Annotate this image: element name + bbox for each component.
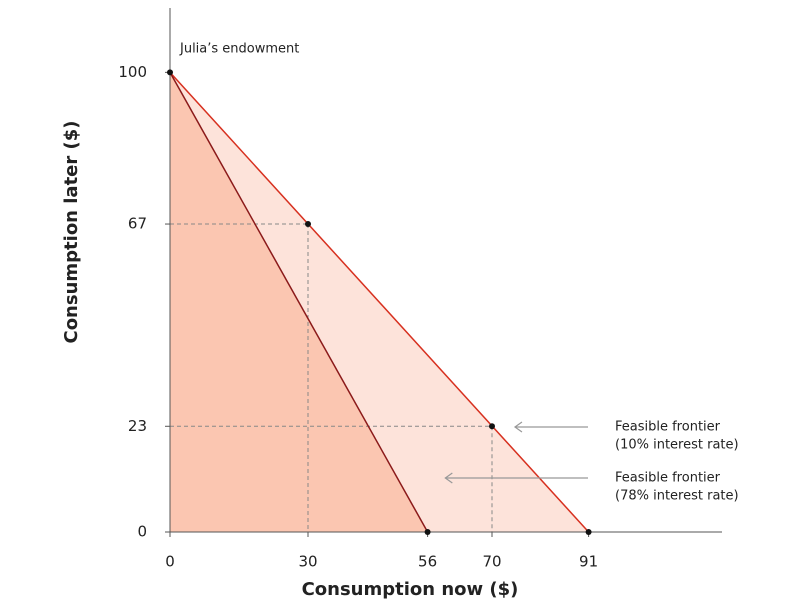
point [424,529,431,535]
arrow-head [444,472,453,484]
x-tick-label: 70 [482,553,501,571]
point [489,423,495,430]
point [585,529,592,535]
point [305,221,311,228]
legend-label: Feasible frontier [615,420,721,435]
x-tick-label: 91 [579,553,598,571]
arrow-head [513,421,523,433]
y-tick-label: 67 [128,215,147,233]
legend-note: (10% interest rate) [615,438,739,453]
legend-label: Feasible frontier [615,471,721,486]
x-tick-label: 0 [165,553,175,571]
x-tick-label: 56 [418,553,437,571]
x-axis-label: Consumption now ($) [302,579,519,600]
frontier-line [169,71,590,533]
y-tick-label: 0 [137,523,147,541]
y-axis-label: Consumption later ($) [61,120,82,343]
point [167,69,173,76]
annotation: Julia’s endowment [179,42,299,57]
x-tick-label: 30 [298,553,317,571]
frontier-line [169,71,429,533]
legend-note: (78% interest rate) [615,489,739,504]
y-tick-label: 23 [128,417,147,435]
y-tick-label: 100 [118,63,147,81]
